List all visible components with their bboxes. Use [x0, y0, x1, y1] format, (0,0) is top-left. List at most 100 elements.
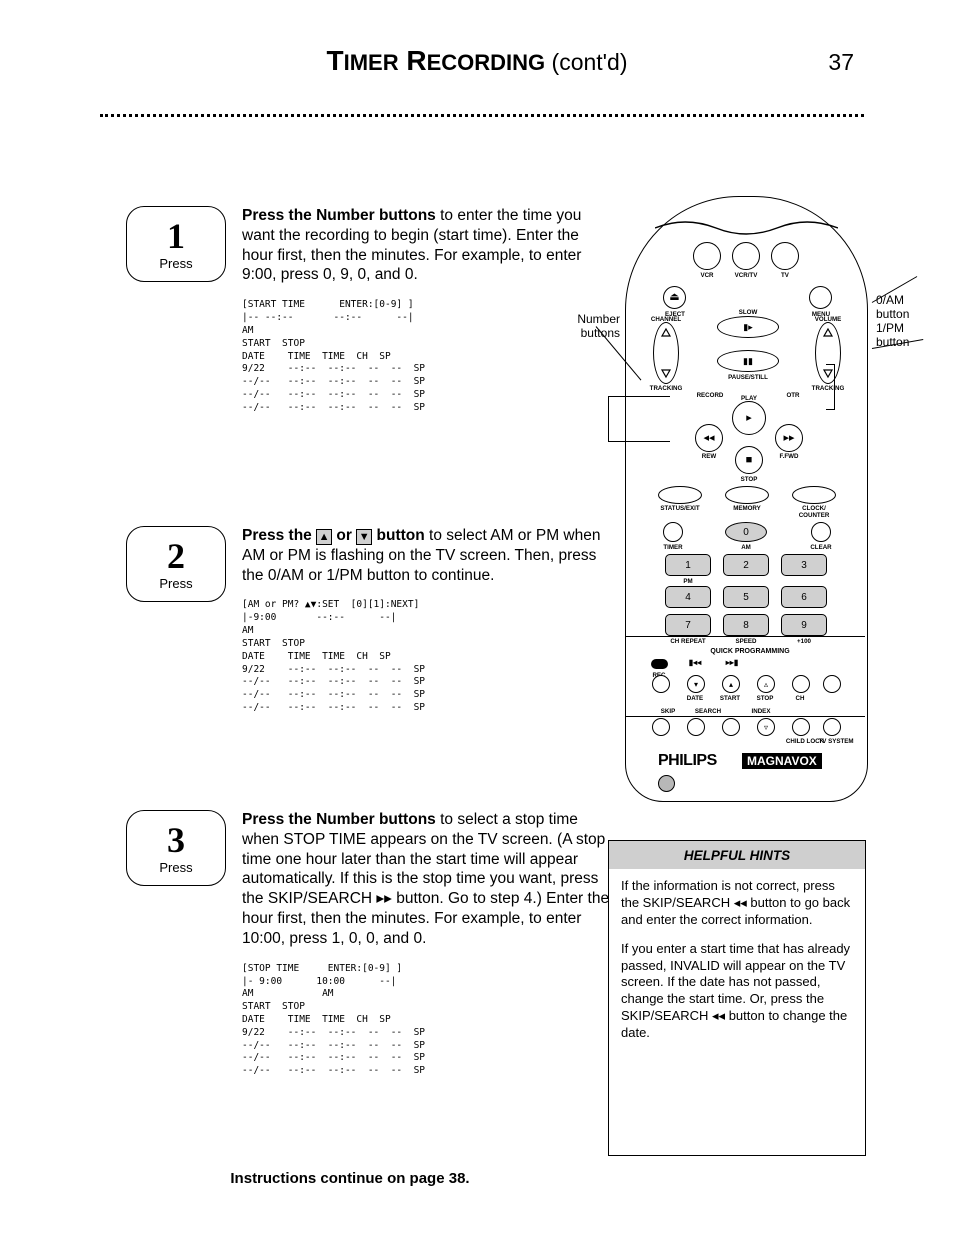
- clear-label: CLEAR: [801, 544, 841, 551]
- key-8[interactable]: 8: [723, 614, 769, 636]
- vcr-label: VCR: [685, 272, 729, 279]
- slow-button[interactable]: ▮▸: [717, 316, 779, 338]
- memory-label: MEMORY: [717, 505, 777, 512]
- step-3-bold: Press the Number buttons: [242, 811, 436, 828]
- tvsys-label: TV SYSTEM: [811, 738, 861, 745]
- ff-icon: ▸▸: [783, 433, 794, 444]
- ff-label: F.FWD: [767, 453, 811, 460]
- search-button[interactable]: [687, 718, 705, 736]
- start-label: START: [715, 695, 745, 702]
- stop2-label: STOP: [750, 695, 780, 702]
- stop-dpad-button[interactable]: ■: [735, 446, 763, 474]
- index-label: INDEX: [740, 708, 782, 715]
- clock-button[interactable]: [792, 486, 836, 504]
- key-4[interactable]: 4: [665, 586, 711, 608]
- vcrtv-button[interactable]: [732, 242, 760, 270]
- t2: IMER: [344, 50, 399, 75]
- record-label: RECORD: [685, 392, 735, 399]
- qp-start[interactable]: ▵: [757, 675, 775, 693]
- step-1-num: 1: [127, 215, 225, 257]
- pause-label: PAUSE/STILL: [711, 374, 785, 381]
- qp-stop[interactable]: [792, 675, 810, 693]
- step-3-rest: to select a stop time when STOP TIME app…: [242, 811, 609, 947]
- step-2-word: Press: [127, 576, 225, 591]
- tvsys-button[interactable]: [823, 718, 841, 736]
- status-button[interactable]: [658, 486, 702, 504]
- date-label: DATE: [680, 695, 710, 702]
- childlock-button[interactable]: [792, 718, 810, 736]
- key-5[interactable]: 5: [723, 586, 769, 608]
- eject-button[interactable]: ⏏: [663, 286, 686, 309]
- key-2[interactable]: 2: [723, 554, 769, 576]
- status-label: STATUS/EXIT: [650, 505, 710, 512]
- step-3-onscreen: [STOP TIME ENTER:[0-9] ] |- 9:00 10:00 -…: [242, 963, 612, 1078]
- qp-rec-button[interactable]: [652, 675, 670, 693]
- pm-label: PM: [665, 578, 711, 585]
- helpful-hints: HELPFUL HINTS If the information is not …: [608, 840, 866, 1156]
- t1: T: [326, 45, 343, 76]
- page: TIMER RECORDING (cont'd) 37 1 Press Pres…: [0, 0, 954, 1235]
- sep-2: [626, 716, 865, 717]
- page-number: 37: [828, 49, 854, 76]
- step-2-b2: or: [332, 527, 356, 544]
- qp-ch[interactable]: [823, 675, 841, 693]
- step-2-box: 2 Press: [126, 526, 226, 602]
- skip-back-icon: ▮◂◂: [680, 658, 710, 667]
- key-3[interactable]: 3: [781, 554, 827, 576]
- tv-button[interactable]: [771, 242, 799, 270]
- step-1-onscreen: [START TIME ENTER:[0-9] ] |-- --:-- --:-…: [242, 299, 612, 414]
- up-icon: ▲: [316, 529, 332, 545]
- cl-right: 0/AM button 1/PM button: [876, 293, 909, 349]
- search-label: SEARCH: [688, 708, 728, 715]
- stop-dpad-label: STOP: [727, 476, 771, 483]
- qp-label: QUICK PROGRAMMING: [695, 648, 805, 655]
- skip-button[interactable]: [652, 718, 670, 736]
- page-title: TIMER RECORDING (cont'd): [0, 45, 954, 77]
- ch-dn-icon: [660, 367, 672, 379]
- idx-next-button[interactable]: ▿: [757, 718, 775, 736]
- dotted-rule: [100, 114, 864, 117]
- speed-label: SPEED: [723, 638, 769, 645]
- step-2-onscreen: [AM or PM? ▲▼:SET [0][1]:NEXT] |-9:00 --…: [242, 599, 612, 714]
- step-2-b3: button: [372, 527, 425, 544]
- clear-button[interactable]: [811, 522, 831, 542]
- pause-button[interactable]: ▮▮: [717, 350, 779, 372]
- menu-button[interactable]: [809, 286, 832, 309]
- step-1-word: Press: [127, 256, 225, 271]
- ch-label: CH: [785, 695, 815, 702]
- play-label: PLAY: [732, 395, 766, 402]
- eject-icon: ⏏: [669, 292, 679, 303]
- stop-dpad-icon: ■: [746, 455, 753, 466]
- tips-body: If the information is not correct, press…: [609, 869, 865, 1063]
- key-9[interactable]: 9: [781, 614, 827, 636]
- step-2-text: Press the ▲ or ▼ button to select AM or …: [242, 526, 612, 715]
- chan-bot: TRACKING: [643, 385, 689, 392]
- idx-prev-button[interactable]: [722, 718, 740, 736]
- sep-1: [626, 636, 865, 637]
- timer-button[interactable]: [663, 522, 683, 542]
- play-button[interactable]: ▸: [732, 401, 766, 435]
- key-6[interactable]: 6: [781, 586, 827, 608]
- ff-button[interactable]: ▸▸: [775, 424, 803, 452]
- rew-label: REW: [687, 453, 731, 460]
- t5: (cont'd): [545, 49, 627, 75]
- plus-label: +100: [781, 638, 827, 645]
- key-7[interactable]: 7: [665, 614, 711, 636]
- t4: ECORDING: [427, 50, 546, 75]
- continue-footer: Instructions continue on page 38.: [100, 1170, 600, 1187]
- vol-up-icon: [822, 327, 834, 339]
- qp-date-up[interactable]: ▴: [722, 675, 740, 693]
- pause-icon: ▮▮: [743, 357, 753, 366]
- vol-top: VOLUME: [805, 316, 851, 323]
- chan-top: CHANNEL: [643, 316, 689, 323]
- step-1-bold: Press the Number buttons: [242, 207, 436, 224]
- memory-button[interactable]: [725, 486, 769, 504]
- rew-button[interactable]: ◂◂: [695, 424, 723, 452]
- qp-date-down[interactable]: ▾: [687, 675, 705, 693]
- slow-icon: ▮▸: [743, 323, 752, 332]
- vcr-button[interactable]: [693, 242, 721, 270]
- ch-up-icon: [660, 327, 672, 339]
- key-1[interactable]: 1: [665, 554, 711, 576]
- zero-button[interactable]: 0: [725, 522, 767, 542]
- am-label: AM: [725, 544, 767, 551]
